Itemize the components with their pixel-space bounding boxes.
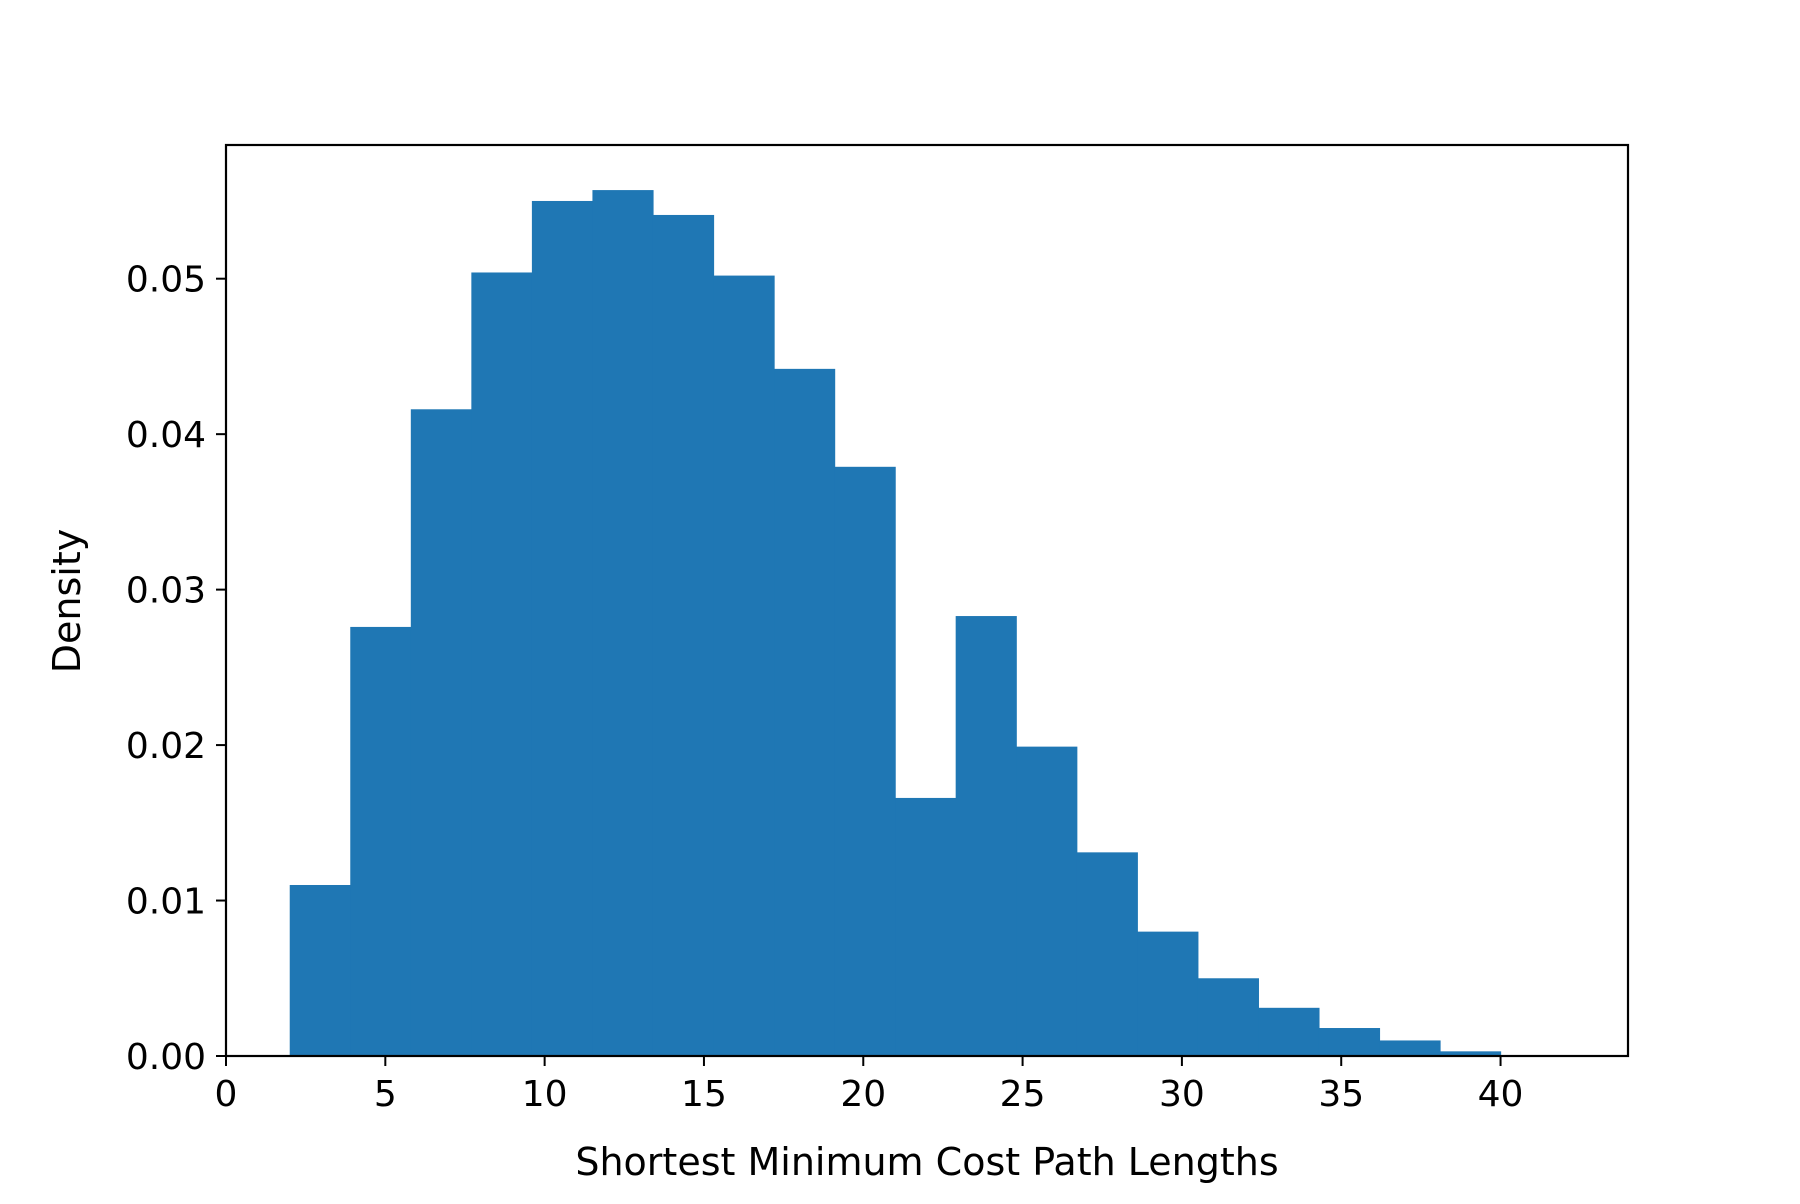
- histogram-bar: [1318, 1028, 1381, 1056]
- histogram-bar: [895, 797, 957, 1056]
- histogram-bar: [531, 200, 594, 1056]
- y-tick-label: 0.05: [126, 260, 206, 301]
- y-axis-label: Density: [45, 529, 89, 673]
- histogram-bar: [834, 466, 896, 1057]
- y-tick-label: 0.02: [126, 726, 206, 767]
- y-tick-label: 0.00: [126, 1037, 206, 1078]
- histogram-bar: [350, 626, 412, 1056]
- histogram-bar: [713, 275, 775, 1056]
- y-tick-label: 0.03: [126, 571, 206, 612]
- histogram-bar: [652, 214, 715, 1056]
- histogram-bar: [774, 368, 836, 1056]
- x-axis-ticks: 0 5 10 15 20 25 30 35 40: [215, 1056, 1524, 1115]
- histogram-bar: [1197, 978, 1259, 1056]
- x-tick-label: 20: [840, 1074, 886, 1115]
- histogram-bar: [1258, 1007, 1320, 1056]
- x-tick-label: 15: [681, 1074, 727, 1115]
- y-tick-label: 0.04: [126, 415, 206, 456]
- histogram-bar: [1137, 931, 1199, 1056]
- histogram-bar: [1379, 1040, 1441, 1056]
- histogram-bar: [955, 616, 1017, 1056]
- x-tick-label: 30: [1159, 1074, 1205, 1115]
- x-tick-label: 5: [374, 1074, 397, 1115]
- histogram-bar: [1440, 1051, 1502, 1056]
- y-axis-ticks: 0.00 0.01 0.02 0.03 0.04 0.05: [126, 260, 226, 1078]
- histogram-bar: [1076, 852, 1138, 1056]
- histogram-bar: [289, 884, 351, 1056]
- x-tick-label: 10: [522, 1074, 568, 1115]
- x-axis-label: Shortest Minimum Cost Path Lengths: [575, 1140, 1278, 1184]
- x-tick-label: 35: [1318, 1074, 1364, 1115]
- histogram-bar: [471, 272, 533, 1057]
- histogram-bar: [1016, 746, 1078, 1056]
- y-tick-label: 0.01: [126, 882, 206, 923]
- histogram-bar: [410, 409, 472, 1056]
- x-tick-label: 0: [215, 1074, 238, 1115]
- plot-frame: [224, 143, 1630, 1058]
- x-tick-label: 40: [1478, 1074, 1524, 1115]
- bars-group: [289, 190, 1502, 1057]
- x-tick-label: 25: [1000, 1074, 1046, 1115]
- histogram-bar: [592, 190, 654, 1056]
